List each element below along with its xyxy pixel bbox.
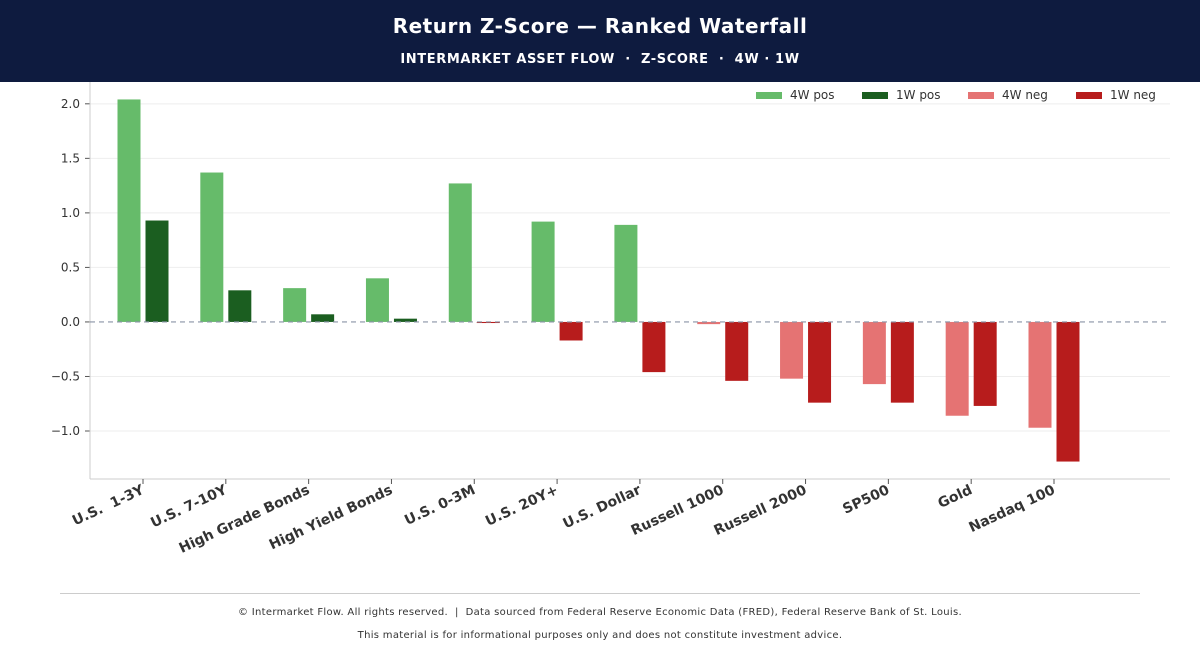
bar-4w <box>365 278 389 322</box>
x-tick-label: Gold <box>936 482 975 512</box>
bar-1w <box>725 321 749 381</box>
footer-disclaimer: This material is for informational purpo… <box>357 630 843 641</box>
bar-4w <box>1028 321 1052 428</box>
y-tick-label: 2.0 <box>61 97 80 111</box>
legend-swatch <box>968 92 994 99</box>
legend-swatch <box>756 92 782 99</box>
chart-subtitle: INTERMARKET ASSET FLOW · Z-SCORE · 4W · … <box>400 52 800 67</box>
bar-1w <box>311 314 335 322</box>
x-tick-label: SP500 <box>840 482 892 518</box>
bar-4w <box>780 321 804 379</box>
x-tick-label: Russell 2000 <box>712 482 810 539</box>
y-tick-label: 0.5 <box>61 260 80 274</box>
bar-4w <box>697 321 721 325</box>
legend-swatch <box>1076 92 1102 99</box>
legend-label: 4W pos <box>790 88 835 102</box>
x-tick-label: Russell 1000 <box>629 482 727 539</box>
bar-4w <box>945 321 969 416</box>
chart-title: Return Z-Score — Ranked Waterfall <box>392 14 808 38</box>
x-tick-label: U.S. 1-3Y <box>70 482 148 530</box>
bar-1w <box>393 318 417 322</box>
bar-1w <box>973 321 997 406</box>
y-tick-label: 0.0 <box>61 315 80 329</box>
bar-1w <box>559 321 583 341</box>
bar-4w <box>862 321 886 385</box>
footer-divider <box>60 593 1140 594</box>
bar-4w <box>117 99 141 322</box>
bar-4w <box>283 288 307 322</box>
footer-copyright: © Intermarket Flow. All rights reserved.… <box>238 607 962 618</box>
legend-swatch <box>862 92 888 99</box>
legend-label: 1W pos <box>896 88 941 102</box>
legend-label: 1W neg <box>1110 88 1156 102</box>
bar-4w <box>614 224 638 322</box>
chart-header: Return Z-Score — Ranked Waterfall INTERM… <box>0 0 1200 82</box>
bar-1w <box>228 290 252 322</box>
x-tick-label: Nasdaq 100 <box>967 482 1058 536</box>
y-tick-label: 1.0 <box>61 206 80 220</box>
bar-4w <box>448 183 472 322</box>
bar-1w <box>642 321 666 373</box>
x-tick-label: U.S. 0-3M <box>402 482 478 529</box>
bar-4w <box>200 172 224 322</box>
y-tick-label: −1.0 <box>51 424 80 438</box>
y-tick-label: 1.5 <box>61 151 80 165</box>
z-score-bar-chart: −1.0−0.50.00.51.01.52.0U.S. 1-3Y U.S. 7-1… <box>51 82 1170 557</box>
y-tick-label: −0.5 <box>51 369 80 383</box>
legend-label: 4W neg <box>1002 88 1048 102</box>
bar-1w <box>1056 321 1080 462</box>
x-tick-label: U.S. 20Y+ <box>483 482 561 530</box>
bar-1w <box>808 321 832 403</box>
bar-1w <box>145 220 169 322</box>
bar-4w <box>531 221 555 322</box>
bar-1w <box>890 321 914 403</box>
